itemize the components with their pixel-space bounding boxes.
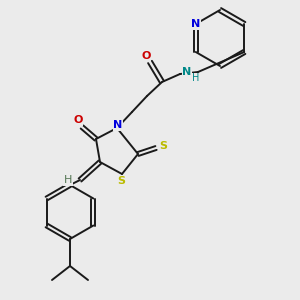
Text: H: H <box>64 175 72 185</box>
Text: N: N <box>191 19 200 29</box>
Text: S: S <box>159 141 167 151</box>
Text: N: N <box>182 67 192 77</box>
Text: O: O <box>73 115 83 125</box>
Text: H: H <box>192 73 200 83</box>
Text: O: O <box>141 51 151 61</box>
Text: N: N <box>113 120 123 130</box>
Text: S: S <box>117 176 125 186</box>
